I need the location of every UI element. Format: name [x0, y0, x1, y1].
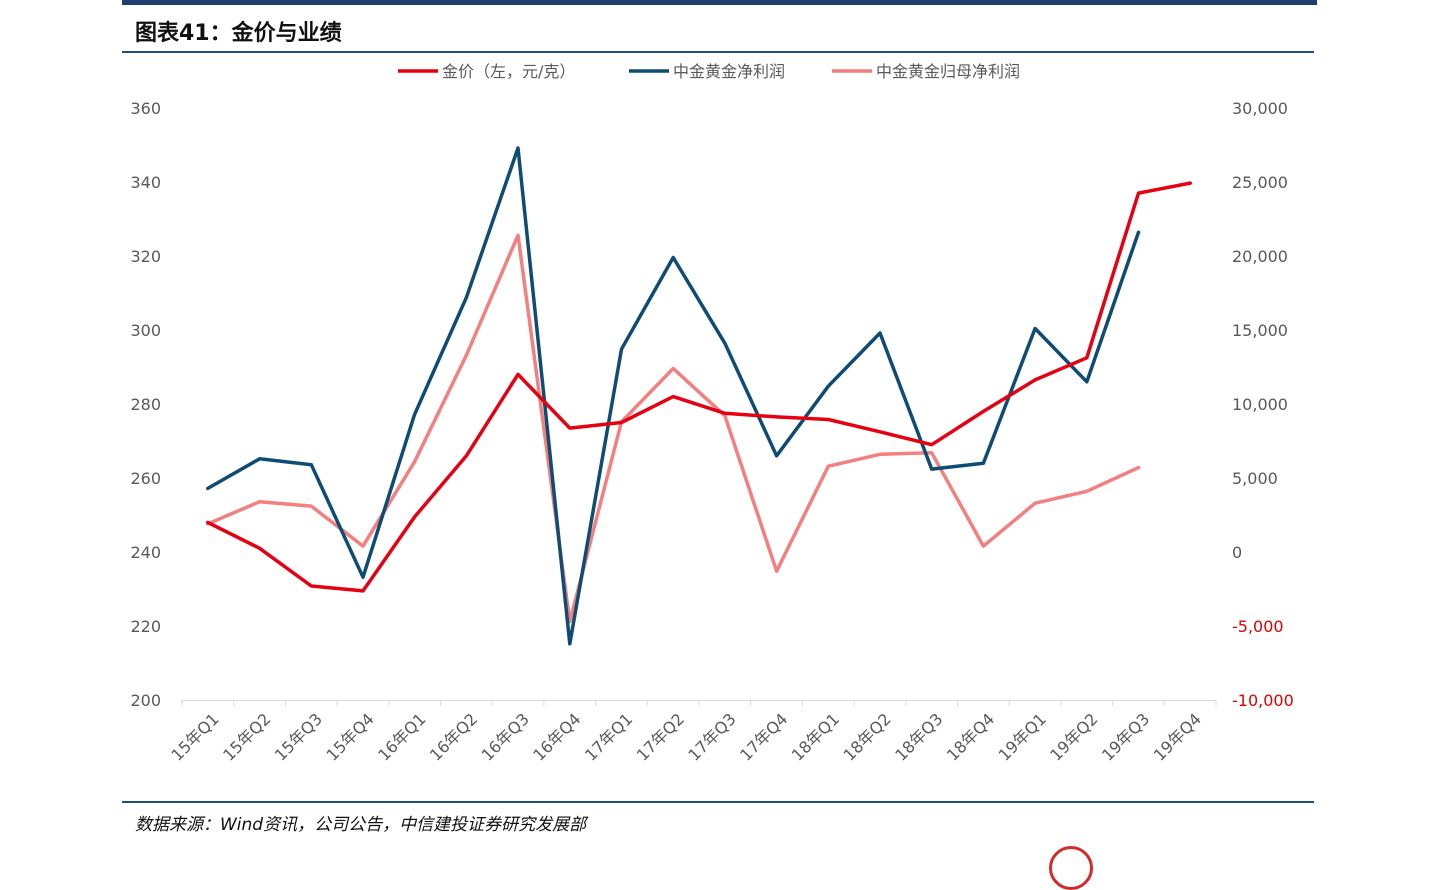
x-tick-label: 15年Q2 — [219, 709, 274, 764]
legend-label: 中金黄金归母净利润 — [876, 62, 1020, 81]
x-tick-label: 16年Q1 — [374, 709, 429, 764]
x-tick-label: 17年Q1 — [581, 709, 636, 764]
x-tick-label: 19年Q2 — [1046, 709, 1101, 764]
left-tick-label: 340 — [130, 173, 161, 192]
x-tick-label: 15年Q1 — [167, 709, 222, 764]
x-tick-label: 18年Q3 — [891, 709, 946, 764]
x-tick-label: 19年Q1 — [995, 709, 1050, 764]
right-tick-label: 0 — [1232, 543, 1242, 562]
x-tick-label: 16年Q4 — [529, 709, 584, 764]
x-tick-label: 18年Q4 — [943, 709, 998, 764]
series-line-1 — [206, 181, 1192, 593]
source-note: 数据来源：Wind资讯，公司公告，中信建投证券研究发展部 — [135, 815, 587, 835]
title-rule — [122, 51, 1314, 53]
x-tick-label: 17年Q3 — [684, 709, 739, 764]
x-tick-label: 17年Q2 — [633, 709, 688, 764]
source-rule — [122, 801, 1314, 803]
right-y-axis: 30,000 25,000 20,000 15,000 10,000 5,000 0 -5,0… — [1232, 99, 1294, 710]
x-tick-label: 18年Q1 — [788, 709, 843, 764]
x-tick-label: 16年Q3 — [478, 709, 533, 764]
legend: 金价（左，元/克） 中金黄金净利润 中金黄金归母净利润 — [398, 62, 1020, 81]
page-title: 图表41：金价与业绩 — [135, 21, 342, 46]
right-tick-label: -10,000 — [1232, 691, 1294, 710]
x-axis: 15年Q115年Q215年Q315年Q416年Q116年Q216年Q316年Q4… — [167, 700, 1217, 765]
right-tick-label: 10,000 — [1232, 395, 1288, 414]
legend-label: 中金黄金净利润 — [673, 62, 785, 81]
series-layer — [206, 146, 1192, 646]
series-line-3 — [206, 233, 1141, 624]
right-tick-label: 25,000 — [1232, 173, 1288, 192]
logo-seal — [1049, 846, 1093, 890]
left-tick-label: 240 — [130, 543, 161, 562]
x-tick-label: 19年Q4 — [1150, 709, 1205, 764]
x-tick-label: 15年Q3 — [271, 709, 326, 764]
top-rule — [122, 0, 1317, 5]
right-tick-label: -5,000 — [1232, 617, 1284, 636]
right-tick-label: 20,000 — [1232, 247, 1288, 266]
left-tick-label: 260 — [130, 469, 161, 488]
x-tick-label: 19年Q3 — [1098, 709, 1153, 764]
left-tick-label: 360 — [130, 99, 161, 118]
left-tick-label: 300 — [130, 321, 161, 340]
legend-label: 金价（左，元/克） — [442, 62, 575, 81]
x-tick-label: 15年Q4 — [323, 709, 378, 764]
series-line-2 — [206, 146, 1141, 646]
right-tick-label: 30,000 — [1232, 99, 1288, 118]
chart: 金价（左，元/克） 中金黄金净利润 中金黄金归母净利润 360 340 320 300 28… — [130, 62, 1294, 765]
x-tick-label: 17年Q4 — [736, 709, 791, 764]
right-tick-label: 15,000 — [1232, 321, 1288, 340]
left-tick-label: 320 — [130, 247, 161, 266]
right-tick-label: 5,000 — [1232, 469, 1278, 488]
x-tick-label: 16年Q2 — [426, 709, 481, 764]
x-tick-label: 18年Q2 — [840, 709, 895, 764]
left-tick-label: 200 — [130, 691, 161, 710]
left-tick-label: 280 — [130, 395, 161, 414]
left-tick-label: 220 — [130, 617, 161, 636]
left-y-axis: 360 340 320 300 280 260 240 220 200 — [130, 99, 161, 710]
